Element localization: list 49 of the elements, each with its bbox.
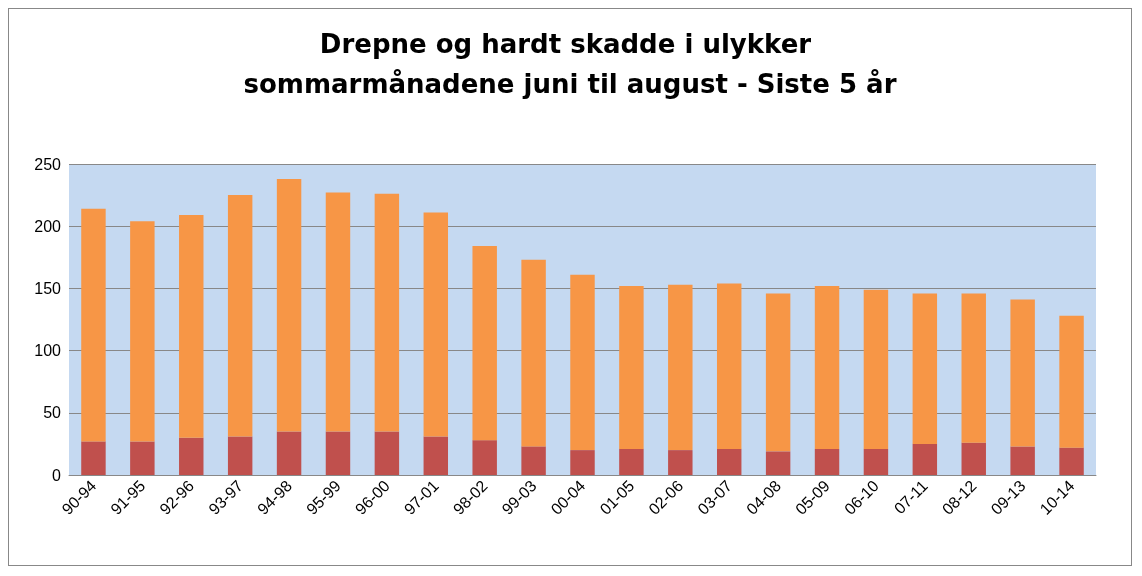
bar xyxy=(179,437,204,475)
y-tick-label: 150 xyxy=(34,279,62,297)
bar xyxy=(912,443,938,475)
bar xyxy=(863,448,889,475)
bar xyxy=(81,441,106,475)
bar xyxy=(1059,315,1084,448)
y-tick-label: 0 xyxy=(52,466,62,484)
bar xyxy=(276,431,302,475)
bar xyxy=(863,289,889,449)
bar xyxy=(716,283,742,449)
bar xyxy=(227,195,253,437)
bar xyxy=(961,293,986,443)
bar xyxy=(619,285,644,449)
bar xyxy=(130,221,155,442)
bar xyxy=(521,446,546,475)
y-tick-label: 50 xyxy=(43,404,62,422)
bar xyxy=(521,259,546,447)
bar xyxy=(325,431,351,475)
bar xyxy=(325,192,351,432)
bar xyxy=(423,212,449,437)
bar xyxy=(1059,447,1084,475)
bar xyxy=(716,448,742,475)
bar xyxy=(130,441,155,475)
bar xyxy=(1010,446,1035,475)
bar xyxy=(374,193,400,432)
chart-title: Drepne og hardt skadde i ulykker sommarmånadene juni til august - Siste 5 år xyxy=(243,29,897,99)
bar xyxy=(668,284,693,451)
bar xyxy=(570,450,595,475)
bar xyxy=(1010,299,1035,447)
bar xyxy=(814,285,840,449)
bar xyxy=(179,215,204,438)
y-tick-label: 200 xyxy=(34,217,62,235)
bar xyxy=(472,246,497,441)
bar xyxy=(472,440,497,475)
bar xyxy=(374,431,400,475)
bar xyxy=(81,208,106,442)
y-tick-label: 250 xyxy=(34,155,62,173)
bar xyxy=(765,293,791,452)
bar xyxy=(912,293,938,444)
bar xyxy=(814,448,840,475)
bar xyxy=(570,274,595,451)
bar xyxy=(619,448,644,475)
bar xyxy=(276,178,302,432)
y-tick-label: 100 xyxy=(34,342,62,360)
bar xyxy=(961,442,986,475)
bar xyxy=(423,436,449,475)
bar xyxy=(668,450,693,475)
bar xyxy=(227,436,253,475)
bar xyxy=(765,451,791,475)
